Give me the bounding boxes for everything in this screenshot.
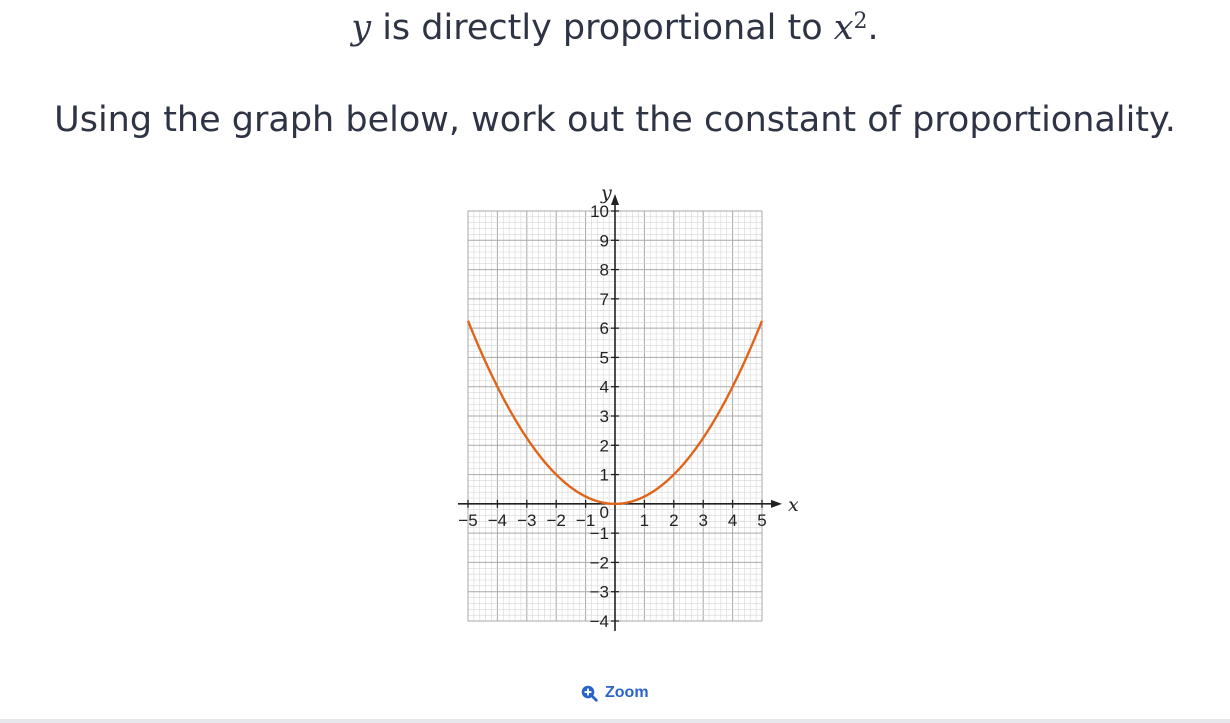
variable-x: x — [833, 8, 854, 48]
y-tick-label: 8 — [600, 261, 609, 280]
y-tick-label: −3 — [590, 583, 609, 602]
x-tick-label: −2 — [547, 511, 566, 530]
y-tick-label: 7 — [600, 290, 609, 309]
x-tick-label: 2 — [669, 511, 678, 530]
x-tick-label: 4 — [728, 511, 737, 530]
y-tick-label: 1 — [600, 466, 609, 485]
x-tick-label: −3 — [517, 511, 536, 530]
x-axis-label: x — [788, 494, 798, 516]
bottom-divider — [0, 719, 1230, 723]
question-line-2: Using the graph below, work out the cons… — [54, 100, 1176, 140]
exponent: 2 — [853, 9, 868, 34]
y-tick-label: 4 — [600, 378, 609, 397]
y-tick-label: 3 — [600, 407, 609, 426]
question-line-1: y is directly proportional to x2. — [0, 4, 1230, 52]
question-line-1-text: is directly proportional to — [371, 8, 834, 48]
x-tick-label: 5 — [757, 511, 766, 530]
y-tick-label: 5 — [600, 348, 609, 367]
zoom-in-icon — [580, 684, 598, 702]
curve-line — [466, 320, 764, 506]
graph-svg: x y −5 −4 −3 −2 −1 1 2 3 4 5 10 9 8 7 6 5 4 3 2 1 −1 −2 −3 −4 0 — [458, 182, 798, 631]
y-tick-label: −4 — [590, 612, 609, 631]
y-tick-label: 2 — [600, 436, 609, 455]
y-tick-label: 6 — [600, 319, 609, 338]
x-tick-label: −5 — [458, 511, 477, 530]
y-axis-label: y — [600, 182, 612, 204]
y-tick-label: 9 — [600, 231, 609, 250]
y-tick-label: −2 — [590, 553, 609, 572]
zoom-button[interactable]: Zoom — [580, 681, 649, 705]
origin-label: 0 — [600, 503, 609, 522]
question-line-1-end: . — [867, 8, 879, 48]
y-axis-arrow — [611, 194, 619, 205]
x-tick-label: 1 — [640, 511, 649, 530]
x-tick-label: −1 — [576, 511, 595, 530]
x-axis-arrow — [771, 499, 782, 508]
y-tick-label: 10 — [590, 202, 609, 221]
y-tick-label: −1 — [590, 524, 609, 543]
variable-y: y — [351, 8, 372, 48]
x-tick-label: −4 — [488, 511, 507, 530]
x-tick-label: 3 — [698, 511, 707, 530]
zoom-label: Zoom — [605, 684, 649, 701]
graph: x y −5 −4 −3 −2 −1 1 2 3 4 5 10 9 8 7 6 5 4 3 2 1 −1 −2 −3 −4 0 — [448, 178, 798, 638]
